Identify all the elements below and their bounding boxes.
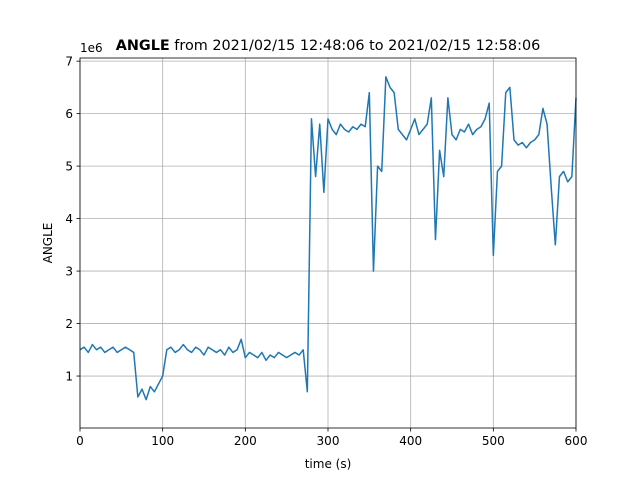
x-tick-label: 100 [151, 434, 174, 448]
plot-frame [79, 57, 577, 429]
y-tick-label: 6 [65, 107, 73, 121]
y-tick-label: 7 [65, 55, 73, 69]
y-tick-label: 2 [65, 317, 73, 331]
y-tick-label: 3 [65, 265, 73, 279]
x-tick-label: 500 [482, 434, 505, 448]
y-tick-label: 1 [65, 370, 73, 384]
y-offset-text: 1e6 [80, 41, 103, 55]
x-tick-label: 0 [76, 434, 84, 448]
title-bold: ANGLE [116, 38, 170, 54]
y-tick-label: 4 [65, 212, 73, 226]
y-axis-label: ANGLE [41, 223, 55, 264]
chart-title: ANGLE from 2021/02/15 12:48:06 to 2021/0… [116, 38, 541, 54]
x-tick-label: 200 [234, 434, 257, 448]
data-line [79, 76, 577, 401]
y-tick-label: 5 [65, 160, 73, 174]
x-tick-label: 400 [399, 434, 422, 448]
x-axis-label: time (s) [305, 457, 352, 471]
x-tick-label: 300 [317, 434, 340, 448]
title-rest: from 2021/02/15 12:48:06 to 2021/02/15 1… [174, 38, 540, 54]
x-tick-label: 600 [565, 434, 588, 448]
